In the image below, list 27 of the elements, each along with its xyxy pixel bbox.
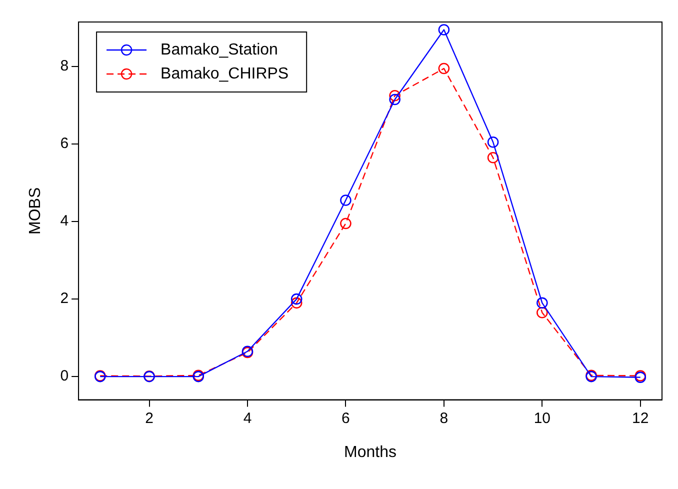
y-tick-label: 4 [60, 212, 69, 230]
point [389, 94, 400, 106]
legend-label: Bamako_Station [160, 41, 278, 58]
y-tick-label: 2 [60, 290, 69, 308]
point [340, 194, 352, 206]
point [536, 297, 548, 309]
x-tick-label: 6 [342, 410, 350, 427]
x-axis-title: Months [344, 444, 397, 461]
point [290, 297, 302, 309]
point [487, 136, 499, 148]
point [290, 293, 302, 305]
point [438, 62, 450, 74]
x-tick-label: 10 [534, 410, 551, 427]
point [487, 152, 499, 164]
y-tick-label: 6 [60, 135, 69, 152]
x-tick-label: 8 [440, 410, 448, 427]
point [536, 306, 548, 318]
y-axis-title: MOBS [27, 187, 44, 234]
x-tick-label: 4 [243, 410, 252, 427]
x-tick-label: 12 [632, 410, 649, 427]
y-tick-label: 0 [60, 368, 69, 385]
point [438, 24, 450, 36]
y-tick-label: 8 [60, 58, 69, 75]
point [389, 90, 400, 102]
x-tick-label: 2 [145, 410, 154, 427]
legend-label: Bamako_CHIRPS [160, 65, 289, 82]
point [340, 218, 352, 230]
